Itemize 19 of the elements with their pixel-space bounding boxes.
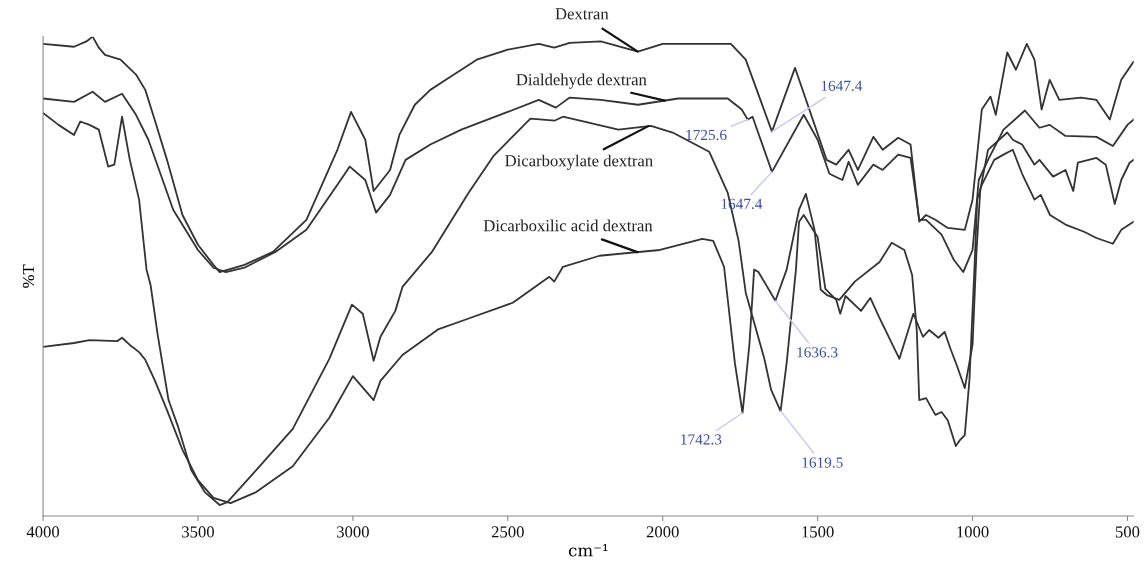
x-tick-label: 2500 xyxy=(491,526,524,538)
x-tick-label: 2000 xyxy=(646,526,679,538)
x-tick-label: 3000 xyxy=(337,526,369,538)
series-label: Dicarboxilic acid dextran xyxy=(483,219,653,232)
x-tick-label: 4000 xyxy=(26,526,60,538)
x-tick-label: 1000 xyxy=(957,526,989,538)
annotation: 1647.4 xyxy=(821,80,863,92)
x-tick-label: 500 xyxy=(1115,526,1140,538)
annotation: 1725.6 xyxy=(686,129,727,141)
x-tick-label: 1500 xyxy=(802,526,834,538)
series-label: Dextran xyxy=(555,8,609,20)
annotation: 1742.3 xyxy=(681,434,722,445)
x-axis-title: cm⁻¹ xyxy=(568,544,608,557)
series-label: Dialdehyde dextran xyxy=(516,73,647,89)
series-label: Dicarboxylate dextran xyxy=(505,154,653,170)
x-tick-label: 3500 xyxy=(182,526,214,538)
annotation: 1619.5 xyxy=(802,457,843,468)
y-axis-title: %T xyxy=(22,264,35,288)
annotation: 1636.3 xyxy=(797,347,838,358)
